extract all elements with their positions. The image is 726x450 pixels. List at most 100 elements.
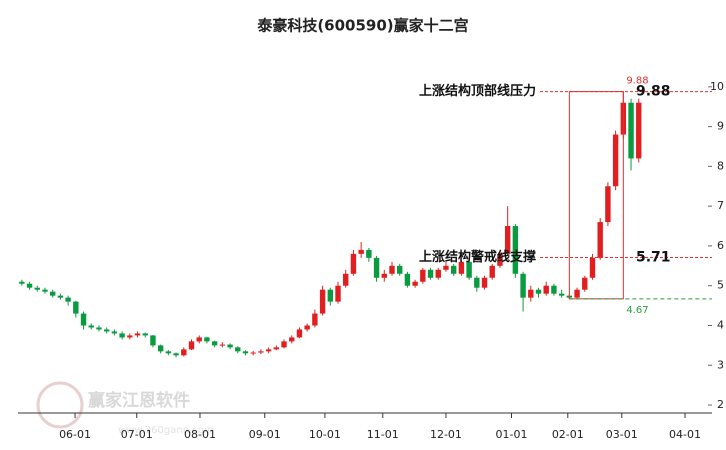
candle-body [119,333,125,338]
candle-body [605,186,611,223]
candle-body [219,344,226,346]
candle-body [188,341,195,350]
candle-body [173,353,179,356]
candle-body [235,347,241,352]
candle-body [142,333,148,336]
candle-body [450,265,457,274]
watermark: 赢家江恩软件 [88,390,190,411]
x-tick-label: 07-01 [121,428,153,441]
candle-body [127,335,133,338]
candle-body [181,349,187,356]
candle-body [350,253,357,274]
candle-body [65,297,71,302]
x-tick-label: 06-01 [59,428,91,441]
y-tick-label: 8 [717,159,724,172]
candle-body [528,289,534,298]
high-value: 9.88 [626,76,648,87]
candle-body [296,329,303,338]
candle-body [343,273,349,286]
y-tick-label: 2 [717,398,724,411]
watermark-url: www.360gann.com [118,425,214,436]
candle-body [466,261,472,278]
candle-body [211,341,218,346]
candle-body [50,291,56,296]
candle-body [227,344,233,348]
y-tick-label: 6 [717,239,724,252]
y-tick-label: 10 [710,80,724,93]
candle-body [366,249,372,258]
y-tick-label: 5 [717,279,724,292]
chart-title: 泰豪科技(600590)赢家十二宫 [256,17,468,35]
candle-body [582,277,588,290]
candle-body [558,293,565,296]
candle-body [96,327,102,330]
candle-body [358,249,364,254]
x-tick-label: 12-01 [430,428,462,441]
y-tick-label: 3 [717,358,724,371]
resistance-value: 9.88 [636,84,671,100]
candle-body [543,285,549,294]
candle-body [250,352,256,354]
candle-body [204,337,210,342]
candle-body [458,261,465,274]
candle-body [420,269,426,282]
x-tick-label: 08-01 [184,428,216,441]
candle-body [335,285,341,302]
candle-body [589,257,596,278]
candle-body [26,283,33,288]
candle-body [80,313,87,326]
candle-body [628,102,634,159]
y-tick-label: 7 [717,199,724,212]
support-label: 上涨结构警戒线支撑 [419,249,536,265]
candle-body [520,273,526,298]
low-value: 4.67 [626,305,648,316]
candle-body [597,222,603,258]
candle-body [319,289,326,314]
x-tick-label: 01-01 [496,428,528,441]
candle-body [373,257,380,278]
x-tick-label: 09-01 [249,428,281,441]
candle-body [242,351,249,354]
x-tick-label: 04-01 [669,428,701,441]
x-tick-label: 03-01 [606,428,638,441]
candle-body [489,265,495,278]
candle-body [258,351,264,353]
candle-body [404,273,411,286]
candle-body [312,313,318,326]
candle-body [636,102,642,159]
candle-body [73,301,79,314]
x-tick-label: 11-01 [367,428,399,441]
candle-body [19,281,25,284]
candle-body [612,134,619,187]
candle-body [381,273,387,278]
candle-body [157,345,164,352]
candle-body [512,226,519,274]
candle-body [134,333,141,336]
candle-body [443,265,449,270]
candle-body [397,265,403,274]
candle-body [103,329,110,332]
candle-body [273,347,280,350]
candle-body [427,269,434,278]
candle-body [474,277,480,288]
candle-body [34,287,40,290]
candle-body [497,253,503,266]
candle-body [150,335,156,346]
candle-body [481,277,488,288]
candle-body [265,349,272,352]
y-tick-label: 9 [717,120,724,133]
candle-body [435,269,441,278]
candle-body [88,325,94,328]
resistance-label: 上涨结构顶部线压力 [419,83,536,99]
candle-body [165,351,172,354]
candle-body [504,226,511,254]
candle-body [389,265,395,274]
candle-body [304,325,310,330]
candle-body [535,289,542,294]
candle-body [42,289,48,292]
candle-body [57,295,64,298]
candle-body [574,289,580,298]
x-tick-label: 10-01 [309,428,341,441]
